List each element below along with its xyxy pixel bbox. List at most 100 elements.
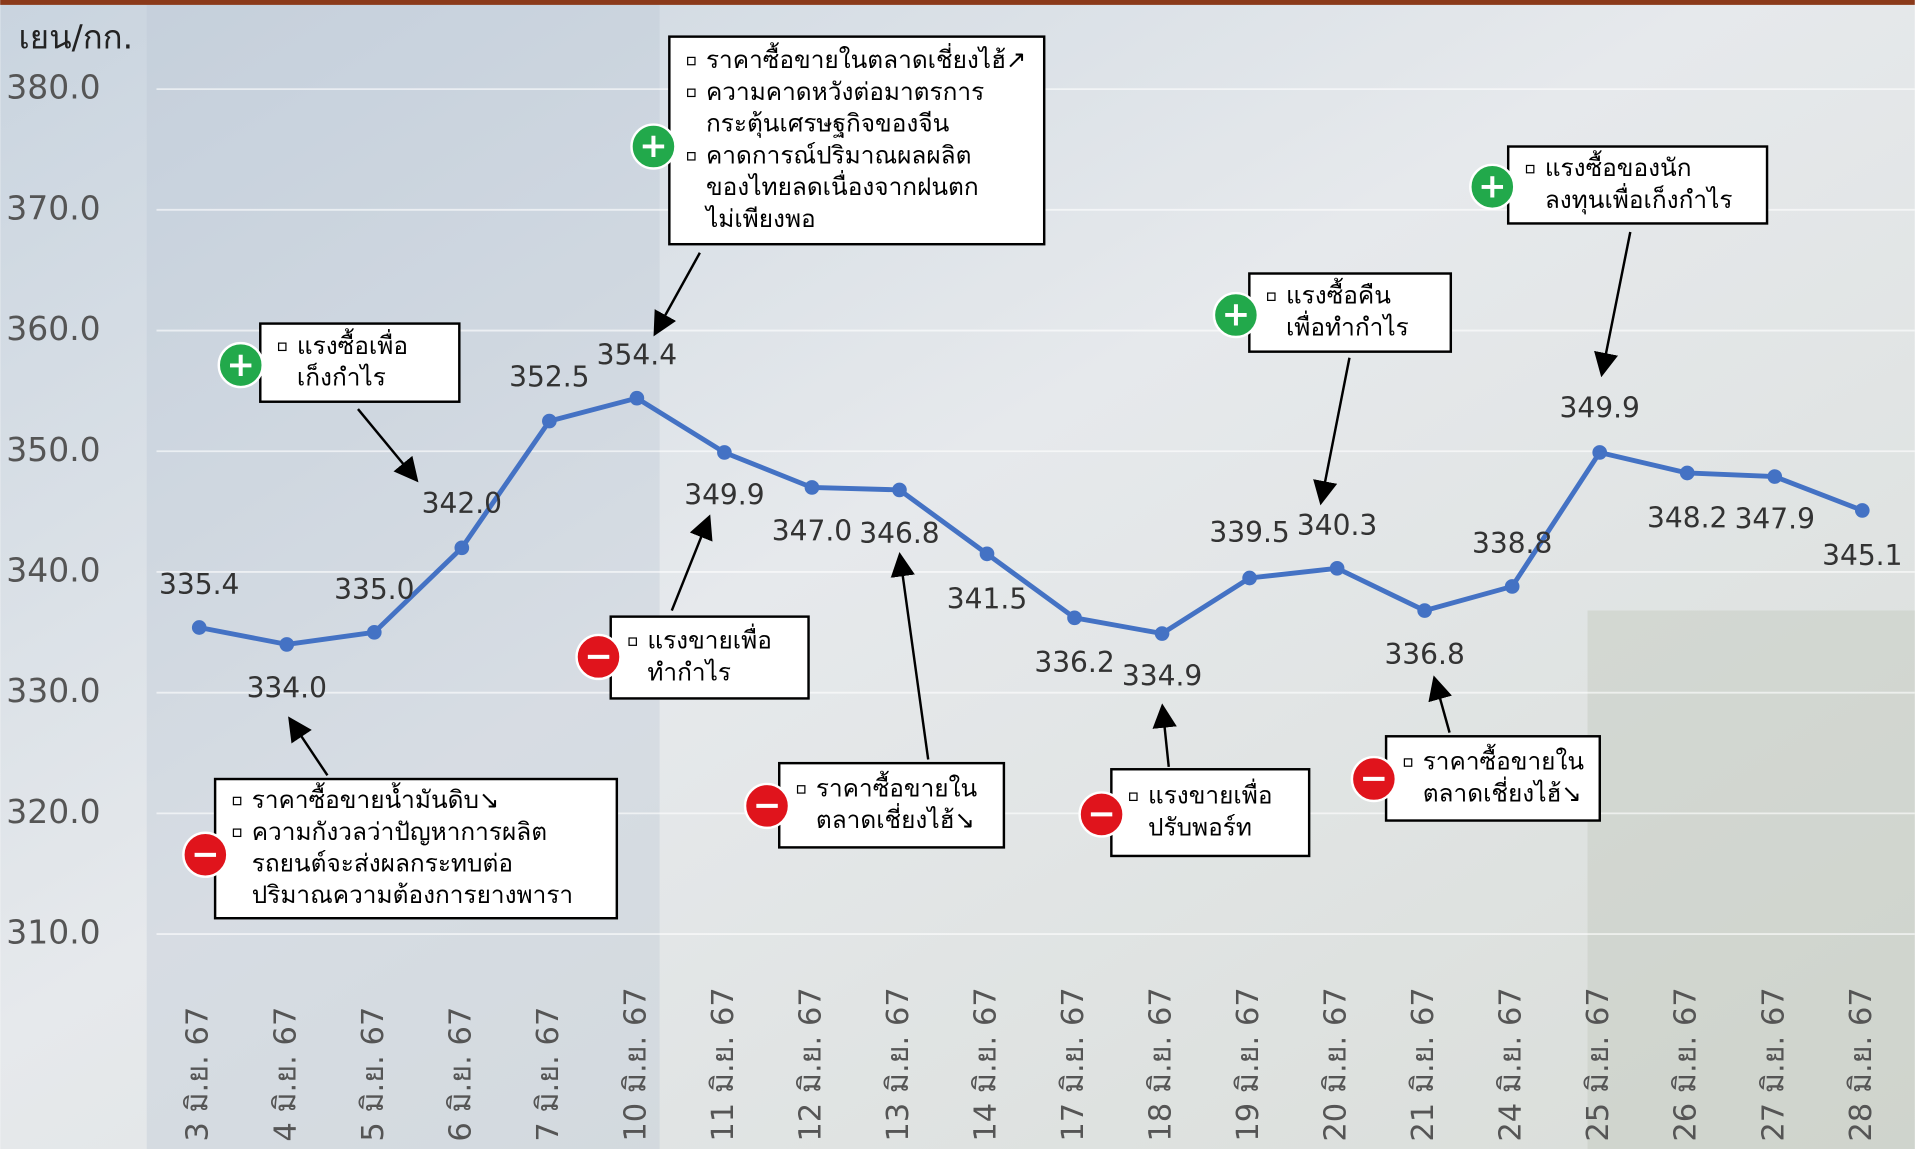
annotation-text: แรงซื้อของนัก xyxy=(1545,150,1692,182)
annotation-text: เพื่อทำกำไร xyxy=(1286,310,1409,341)
annotation-text: แรงซื้อเพื่อ xyxy=(297,328,408,360)
annotation-text: ตลาดเชี่ยงไฮ้↘ xyxy=(816,803,975,834)
data-point xyxy=(1417,603,1432,618)
data-point xyxy=(367,625,382,640)
data-label: 336.2 xyxy=(1034,646,1114,679)
data-label: 335.0 xyxy=(334,573,414,606)
x-tick-label: 5 มิ.ย. 67 xyxy=(356,1007,391,1142)
x-tick-label: 18 มิ.ย. 67 xyxy=(1144,987,1179,1141)
annotation-text: แรงขายเพื่อ xyxy=(647,624,772,655)
data-label: 354.4 xyxy=(597,339,677,372)
data-point xyxy=(279,637,294,652)
data-point xyxy=(1155,626,1170,641)
y-tick-label: 360.0 xyxy=(6,309,100,348)
x-tick-label: 21 มิ.ย. 67 xyxy=(1406,987,1441,1141)
data-label: 346.8 xyxy=(859,517,939,550)
data-label: 335.4 xyxy=(159,568,239,601)
sign-text: − xyxy=(584,637,613,677)
y-tick-label: 350.0 xyxy=(6,430,100,469)
data-label: 338.8 xyxy=(1472,527,1552,560)
annotation-text: ความกังวลว่าปัญหาการผลิต xyxy=(252,817,547,846)
data-point xyxy=(1330,561,1345,576)
x-tick-label: 7 มิ.ย. 67 xyxy=(531,1007,566,1142)
x-tick-label: 10 มิ.ย. 67 xyxy=(618,987,653,1141)
data-label: 347.0 xyxy=(772,515,852,548)
x-tick-label: 20 มิ.ย. 67 xyxy=(1319,987,1354,1141)
annotation-text: ราคาซื้อขายใน xyxy=(816,770,978,802)
data-label: 334.0 xyxy=(247,672,327,705)
x-tick-label: 27 มิ.ย. 67 xyxy=(1756,987,1791,1141)
top-border xyxy=(0,0,1915,5)
data-point xyxy=(542,414,557,429)
annotation-text: ราคาซื้อขายน้ำมันดิบ↘ xyxy=(252,782,500,814)
sign-text: + xyxy=(226,345,255,385)
data-point xyxy=(1767,469,1782,484)
annotation-text: ราคาซื้อขายใน xyxy=(1423,744,1585,776)
y-tick-label: 380.0 xyxy=(6,68,100,107)
data-point xyxy=(192,620,207,635)
sign-text: + xyxy=(639,126,668,166)
data-point xyxy=(630,391,645,406)
x-tick-label: 14 มิ.ย. 67 xyxy=(968,987,1003,1141)
data-point xyxy=(1680,466,1695,481)
data-label: 334.9 xyxy=(1122,659,1202,692)
annotation-text: แรงขายเพื่อ xyxy=(1148,779,1273,810)
data-label: 340.3 xyxy=(1297,509,1377,542)
data-point xyxy=(454,541,469,556)
annotation-text: ปริมาณความต้องการยางพารา xyxy=(252,880,573,909)
annotation-text: ปรับพอร์ท xyxy=(1148,812,1252,841)
data-label: 349.9 xyxy=(1560,392,1640,425)
annotation-text: ของไทยลดเนื่องจากฝนตก xyxy=(706,170,979,201)
data-label: 349.9 xyxy=(684,478,764,511)
data-point xyxy=(1242,571,1257,586)
x-tick-label: 26 มิ.ย. 67 xyxy=(1669,987,1704,1141)
annotation-text: แรงซื้อคืน xyxy=(1286,278,1391,310)
y-tick-label: 320.0 xyxy=(6,792,100,831)
data-point xyxy=(717,445,732,460)
data-point xyxy=(892,483,907,498)
data-label: 339.5 xyxy=(1209,516,1289,549)
x-tick-label: 19 มิ.ย. 67 xyxy=(1231,987,1266,1141)
annotation-text: รถยนต์จะส่งผลกระทบต่อ xyxy=(252,848,513,877)
sign-text: + xyxy=(1478,167,1507,207)
y-axis-label: เยน/กก. xyxy=(19,18,134,57)
data-point xyxy=(1067,611,1082,626)
x-tick-label: 12 มิ.ย. 67 xyxy=(793,987,828,1141)
data-label: 342.0 xyxy=(422,487,502,520)
data-point xyxy=(805,480,820,495)
x-tick-label: 17 มิ.ย. 67 xyxy=(1056,987,1091,1141)
x-tick-label: 6 มิ.ย. 67 xyxy=(443,1007,478,1142)
y-tick-label: 310.0 xyxy=(6,913,100,952)
y-tick-label: 340.0 xyxy=(6,550,100,589)
data-label: 345.1 xyxy=(1822,539,1902,572)
data-label: 348.2 xyxy=(1647,501,1727,534)
y-tick-label: 370.0 xyxy=(6,188,100,227)
y-tick-label: 330.0 xyxy=(6,671,100,710)
data-label: 336.8 xyxy=(1384,638,1464,671)
annotation-text: ตลาดเชี่ยงไฮ้↘ xyxy=(1423,776,1582,807)
annotation-text: กระตุ้นเศรษฐกิจของจีน xyxy=(706,109,950,139)
data-label: 341.5 xyxy=(947,582,1027,615)
annotation-text: ลงทุนเพื่อเก็งกำไร xyxy=(1545,183,1733,215)
sign-text: − xyxy=(1087,794,1116,834)
data-point xyxy=(980,547,995,562)
x-tick-label: 11 มิ.ย. 67 xyxy=(706,987,741,1141)
annotation-text: ความคาดหวังต่อมาตรการ xyxy=(706,77,984,106)
x-tick-label: 4 มิ.ย. 67 xyxy=(268,1007,303,1142)
x-tick-label: 24 มิ.ย. 67 xyxy=(1494,987,1529,1141)
annotation-text: เก็งกำไร xyxy=(297,362,386,392)
x-tick-label: 28 มิ.ย. 67 xyxy=(1844,987,1879,1141)
page: {"chart_data": {"type": "line", "y_label… xyxy=(0,0,1915,1149)
annotation-text: ทำกำไร xyxy=(647,657,731,686)
sign-text: − xyxy=(1360,759,1389,799)
data-label: 347.9 xyxy=(1735,503,1815,536)
x-tick-label: 3 มิ.ย. 67 xyxy=(181,1007,216,1142)
x-tick-label: 25 มิ.ย. 67 xyxy=(1581,987,1616,1141)
annotation-text: ไม่เพียงพอ xyxy=(704,204,816,233)
data-point xyxy=(1592,445,1607,460)
x-tick-label: 13 มิ.ย. 67 xyxy=(881,987,916,1141)
annotation-text: คาดการณ์ปริมาณผลผลิต xyxy=(706,140,972,169)
sign-text: + xyxy=(1222,295,1251,335)
annotation-text: ราคาซื้อขายในตลาดเชี่ยงไฮ้↗ xyxy=(706,42,1026,74)
data-label: 352.5 xyxy=(509,360,589,393)
